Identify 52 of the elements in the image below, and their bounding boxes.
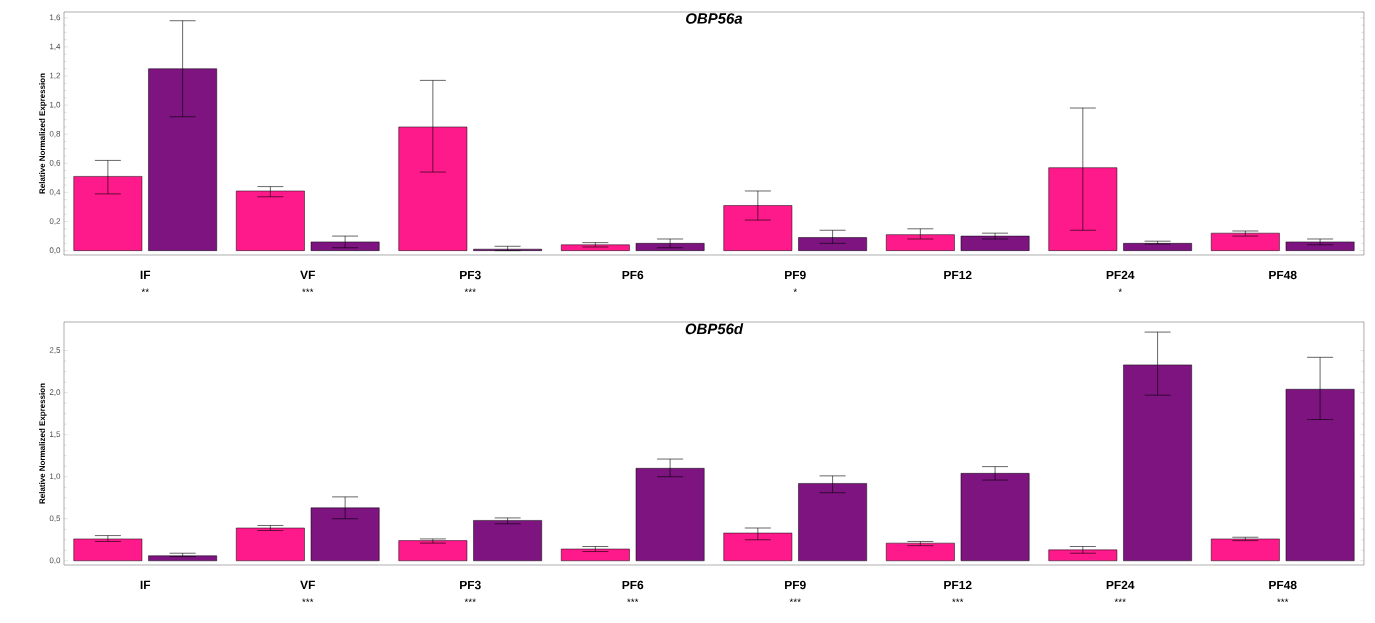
x-tick-label: IF: [140, 270, 151, 279]
bar: [235, 190, 305, 251]
bar: [960, 473, 1030, 562]
x-tick-label: PF24: [1106, 580, 1135, 590]
text: ***: [464, 598, 476, 603]
bar: [960, 235, 1030, 251]
x-tick-label: PF6: [622, 270, 644, 280]
bar: [885, 542, 955, 562]
bar: [235, 527, 305, 562]
bar: [1123, 243, 1192, 251]
bar: [798, 483, 867, 562]
bar: [1285, 389, 1355, 562]
text: ***: [952, 598, 964, 603]
x-tick-label: PF3: [460, 270, 481, 280]
chart-title: OBP56d: [685, 323, 744, 335]
text: ***: [1277, 598, 1289, 603]
text: ***: [627, 598, 639, 603]
x-tick-label: PF24: [1106, 270, 1135, 280]
x-tick-label: PF12: [944, 580, 972, 590]
text: ***: [1114, 598, 1126, 603]
bar: [635, 468, 705, 562]
bar: [398, 540, 468, 562]
bar: [73, 538, 143, 562]
bar: [1048, 549, 1118, 562]
x-tick-label: VF: [300, 270, 315, 279]
text: *: [1118, 288, 1122, 293]
bar: [1285, 241, 1355, 251]
x-tick-label: PF9: [785, 580, 806, 590]
bar: [148, 555, 217, 562]
x-tick-label: PF48: [1269, 270, 1297, 280]
chart-title: OBP56a: [686, 13, 743, 24]
text: *: [793, 288, 797, 293]
bar: [635, 243, 705, 251]
bar: [560, 548, 630, 562]
bar: [1210, 538, 1280, 562]
bar: [473, 520, 542, 562]
text: **: [141, 288, 149, 293]
text: ***: [464, 288, 476, 293]
text: ***: [302, 288, 314, 293]
x-tick-label: IF: [140, 580, 151, 589]
x-tick-label: PF9: [785, 270, 806, 280]
text: ***: [302, 598, 314, 603]
x-tick-label: PF48: [1269, 580, 1297, 590]
x-tick-label: PF6: [622, 580, 644, 590]
bar: [1210, 232, 1280, 251]
x-tick-label: VF: [300, 580, 315, 589]
text: ***: [789, 598, 801, 603]
bar: [310, 241, 380, 251]
x-tick-label: PF3: [460, 580, 481, 590]
bar: [723, 532, 793, 562]
x-tick-label: PF12: [944, 270, 972, 280]
bar: [73, 176, 143, 251]
